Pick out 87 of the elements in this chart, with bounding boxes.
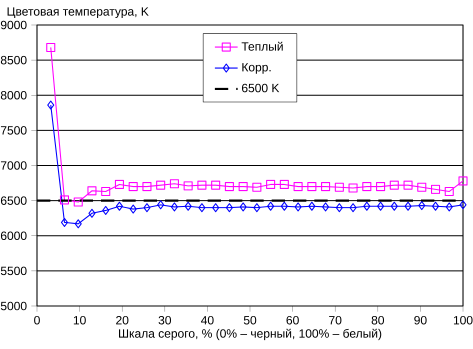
point: [336, 203, 343, 212]
point: [170, 179, 179, 188]
point: [60, 218, 68, 227]
point: [458, 176, 468, 186]
point: [444, 186, 454, 196]
point: [417, 182, 426, 192]
point: [74, 197, 83, 207]
point: [74, 219, 82, 228]
x-tick-label: 20: [116, 316, 128, 324]
point: [253, 203, 260, 212]
point: [280, 180, 289, 189]
point: [431, 184, 440, 194]
point: [101, 186, 110, 196]
point: [390, 180, 399, 190]
x-tick-label: 40: [201, 316, 214, 324]
point: [212, 203, 220, 212]
point: [294, 182, 303, 192]
point: [321, 182, 330, 192]
point: [88, 208, 96, 218]
x-axis-title: Шкала серого, % (0% – черный, 100% – белый): [119, 328, 382, 340]
x-tick-label: 70: [329, 316, 342, 324]
point: [334, 182, 344, 192]
point: [446, 202, 453, 212]
y-tick-label: 5000: [0, 302, 27, 310]
point: [128, 182, 138, 192]
point: [377, 202, 384, 211]
y-tick-label: 5500: [0, 266, 27, 276]
point: [224, 182, 234, 192]
point: [184, 181, 193, 190]
y-axis-title: Цветовая температура, K: [8, 7, 149, 18]
legend-label: Теплый: [242, 42, 283, 51]
y-tick-label: 8500: [0, 56, 27, 64]
y-tick-label: 7500: [0, 126, 27, 135]
point: [376, 182, 386, 192]
point: [266, 180, 276, 189]
point: [280, 202, 288, 211]
x-tick-label: 60: [286, 316, 299, 324]
point: [390, 202, 398, 211]
legend-label: Корр.: [242, 63, 271, 74]
point: [418, 201, 426, 210]
y-tick-label: 7000: [0, 161, 27, 170]
point: [156, 180, 166, 190]
legend-label: 6500 K: [242, 84, 280, 92]
point: [47, 100, 54, 110]
point: [184, 202, 192, 211]
point: [432, 202, 440, 211]
y-tick-label: 8000: [0, 90, 27, 100]
x-tick-label: 80: [372, 316, 384, 324]
point: [363, 202, 370, 211]
point: [348, 183, 358, 193]
point: [142, 182, 152, 192]
point: [459, 200, 467, 210]
y-tick-label: 6500: [0, 196, 27, 205]
point: [267, 202, 274, 211]
point: [60, 195, 70, 204]
x-tick-label: 90: [414, 316, 427, 324]
point: [226, 203, 233, 212]
point: [252, 182, 262, 192]
x-tick-label: 50: [244, 316, 256, 324]
point: [294, 202, 302, 212]
point: [116, 202, 123, 211]
point: [170, 202, 178, 212]
point: [157, 200, 164, 210]
point: [143, 203, 150, 212]
point: [404, 202, 412, 211]
point: [350, 203, 357, 212]
point: [211, 180, 220, 190]
x-tick-label: 100: [454, 316, 473, 324]
y-tick-label: 6000: [0, 231, 27, 240]
x-tick-label: 10: [74, 316, 86, 324]
x-tick-label: 30: [158, 316, 172, 324]
point: [130, 204, 137, 214]
point: [322, 202, 330, 212]
point: [114, 180, 124, 189]
point: [198, 203, 206, 212]
y-tick-label: 9000: [0, 20, 27, 30]
point: [240, 202, 247, 212]
point: [197, 180, 206, 190]
point: [102, 206, 110, 215]
point: [46, 42, 56, 52]
point: [308, 202, 316, 211]
point: [238, 182, 248, 192]
point: [307, 182, 316, 192]
point: [404, 180, 413, 190]
point: [87, 186, 96, 196]
x-tick-label: 0: [34, 316, 40, 324]
point: [362, 182, 372, 192]
